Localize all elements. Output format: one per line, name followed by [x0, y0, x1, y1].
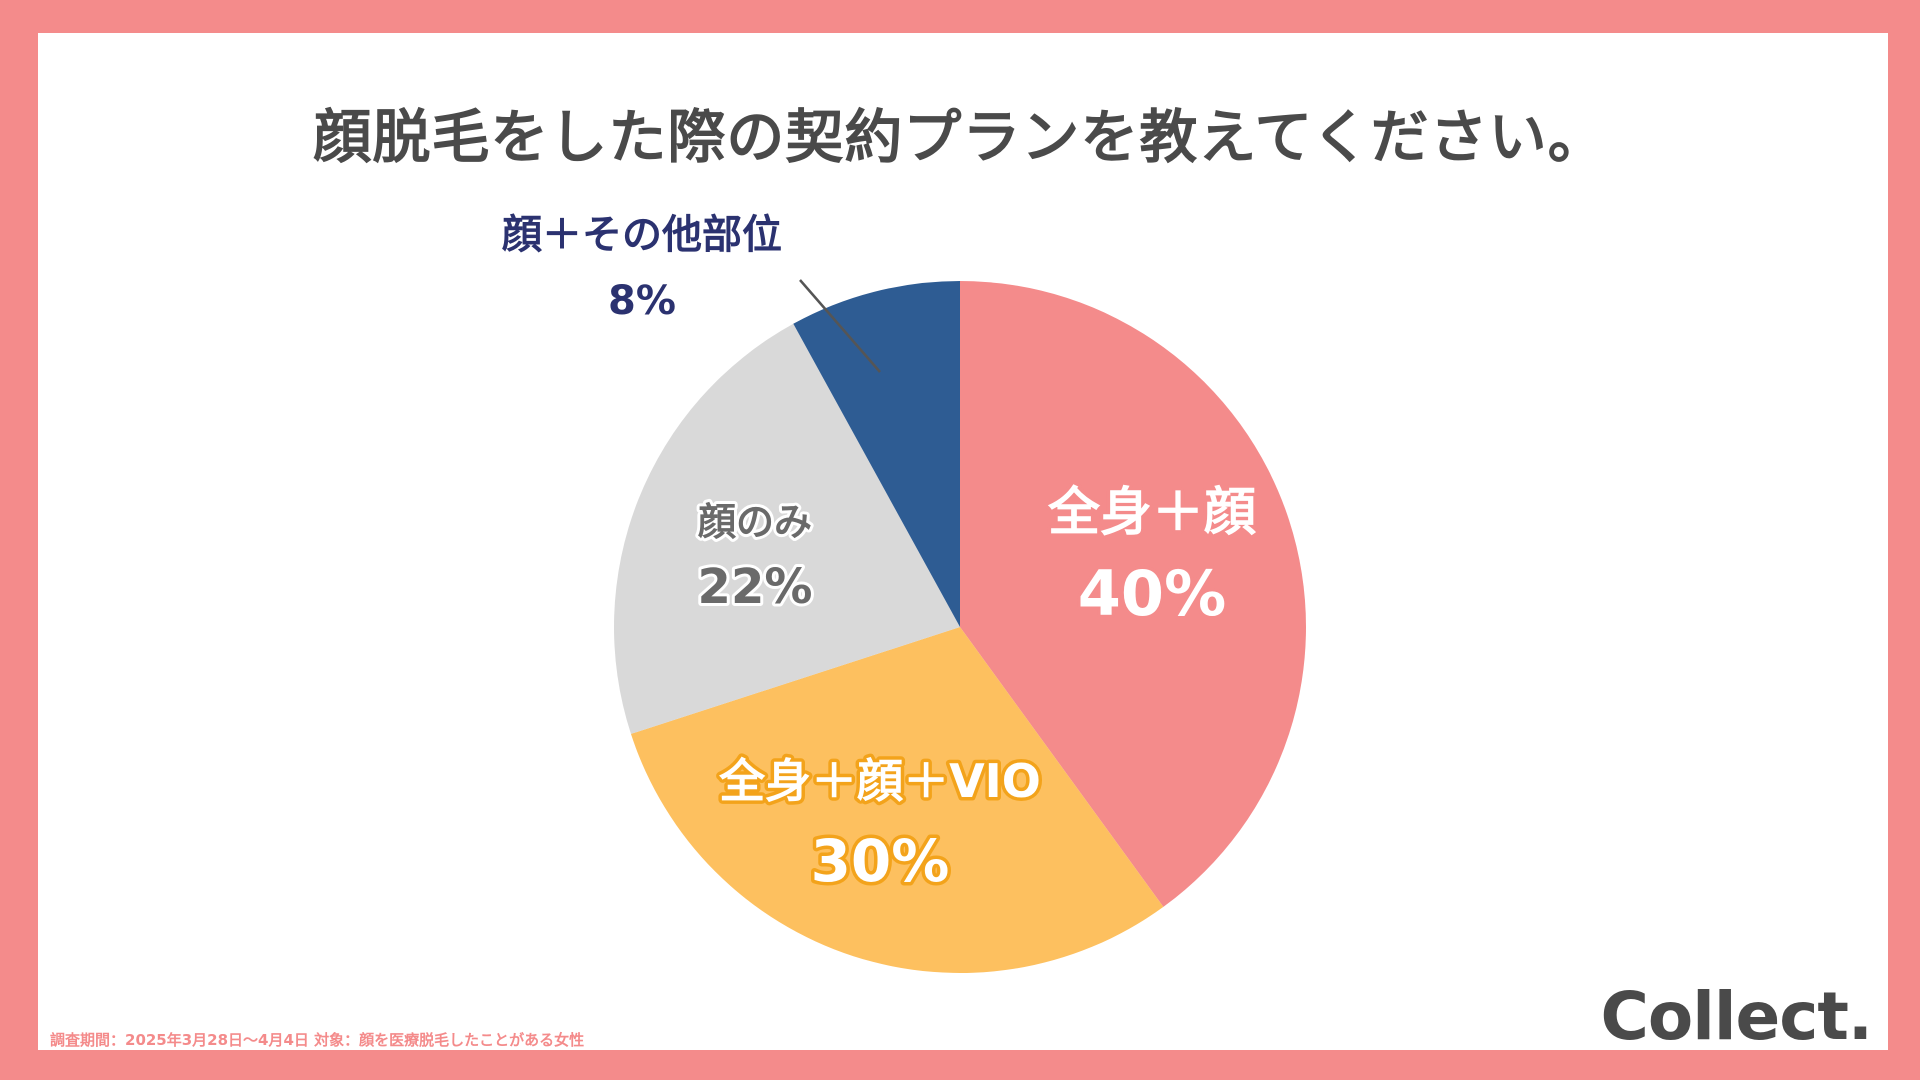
slice-value-1: 40%	[1078, 557, 1226, 630]
pie-slice-1	[960, 281, 1306, 907]
pie-slice-2	[630, 627, 1164, 973]
slice-value-4: 8%	[608, 278, 676, 324]
pie-slice-3	[614, 323, 960, 734]
slice-label-1: 全身＋顔	[1047, 483, 1256, 543]
survey-footnote: 調査期間：2025年3月28日〜4月4日 対象：顔を医療脱毛したことがある女性	[50, 1031, 585, 1049]
slice-label-2: 全身＋顔＋VIO	[718, 754, 1041, 808]
pie-slice-4	[793, 281, 960, 627]
slice-label-4: 顔＋その他部位	[502, 212, 782, 258]
brand-logo: Collect.	[1600, 978, 1873, 1055]
slice-label-3: 顔のみ	[698, 500, 812, 544]
pie-labels: 全身＋顔 40% 全身＋顔＋VIO 30% 顔のみ 22% 顔＋その他部位 8%	[502, 212, 1260, 899]
slice-value-3: 22%	[698, 559, 813, 615]
leader-line	[799, 279, 881, 373]
chart-title: 顔脱毛をした際の契約プランを教えてください。	[313, 103, 1607, 171]
pie-slices	[614, 281, 1306, 973]
slice-value-2: 30%	[811, 827, 950, 895]
